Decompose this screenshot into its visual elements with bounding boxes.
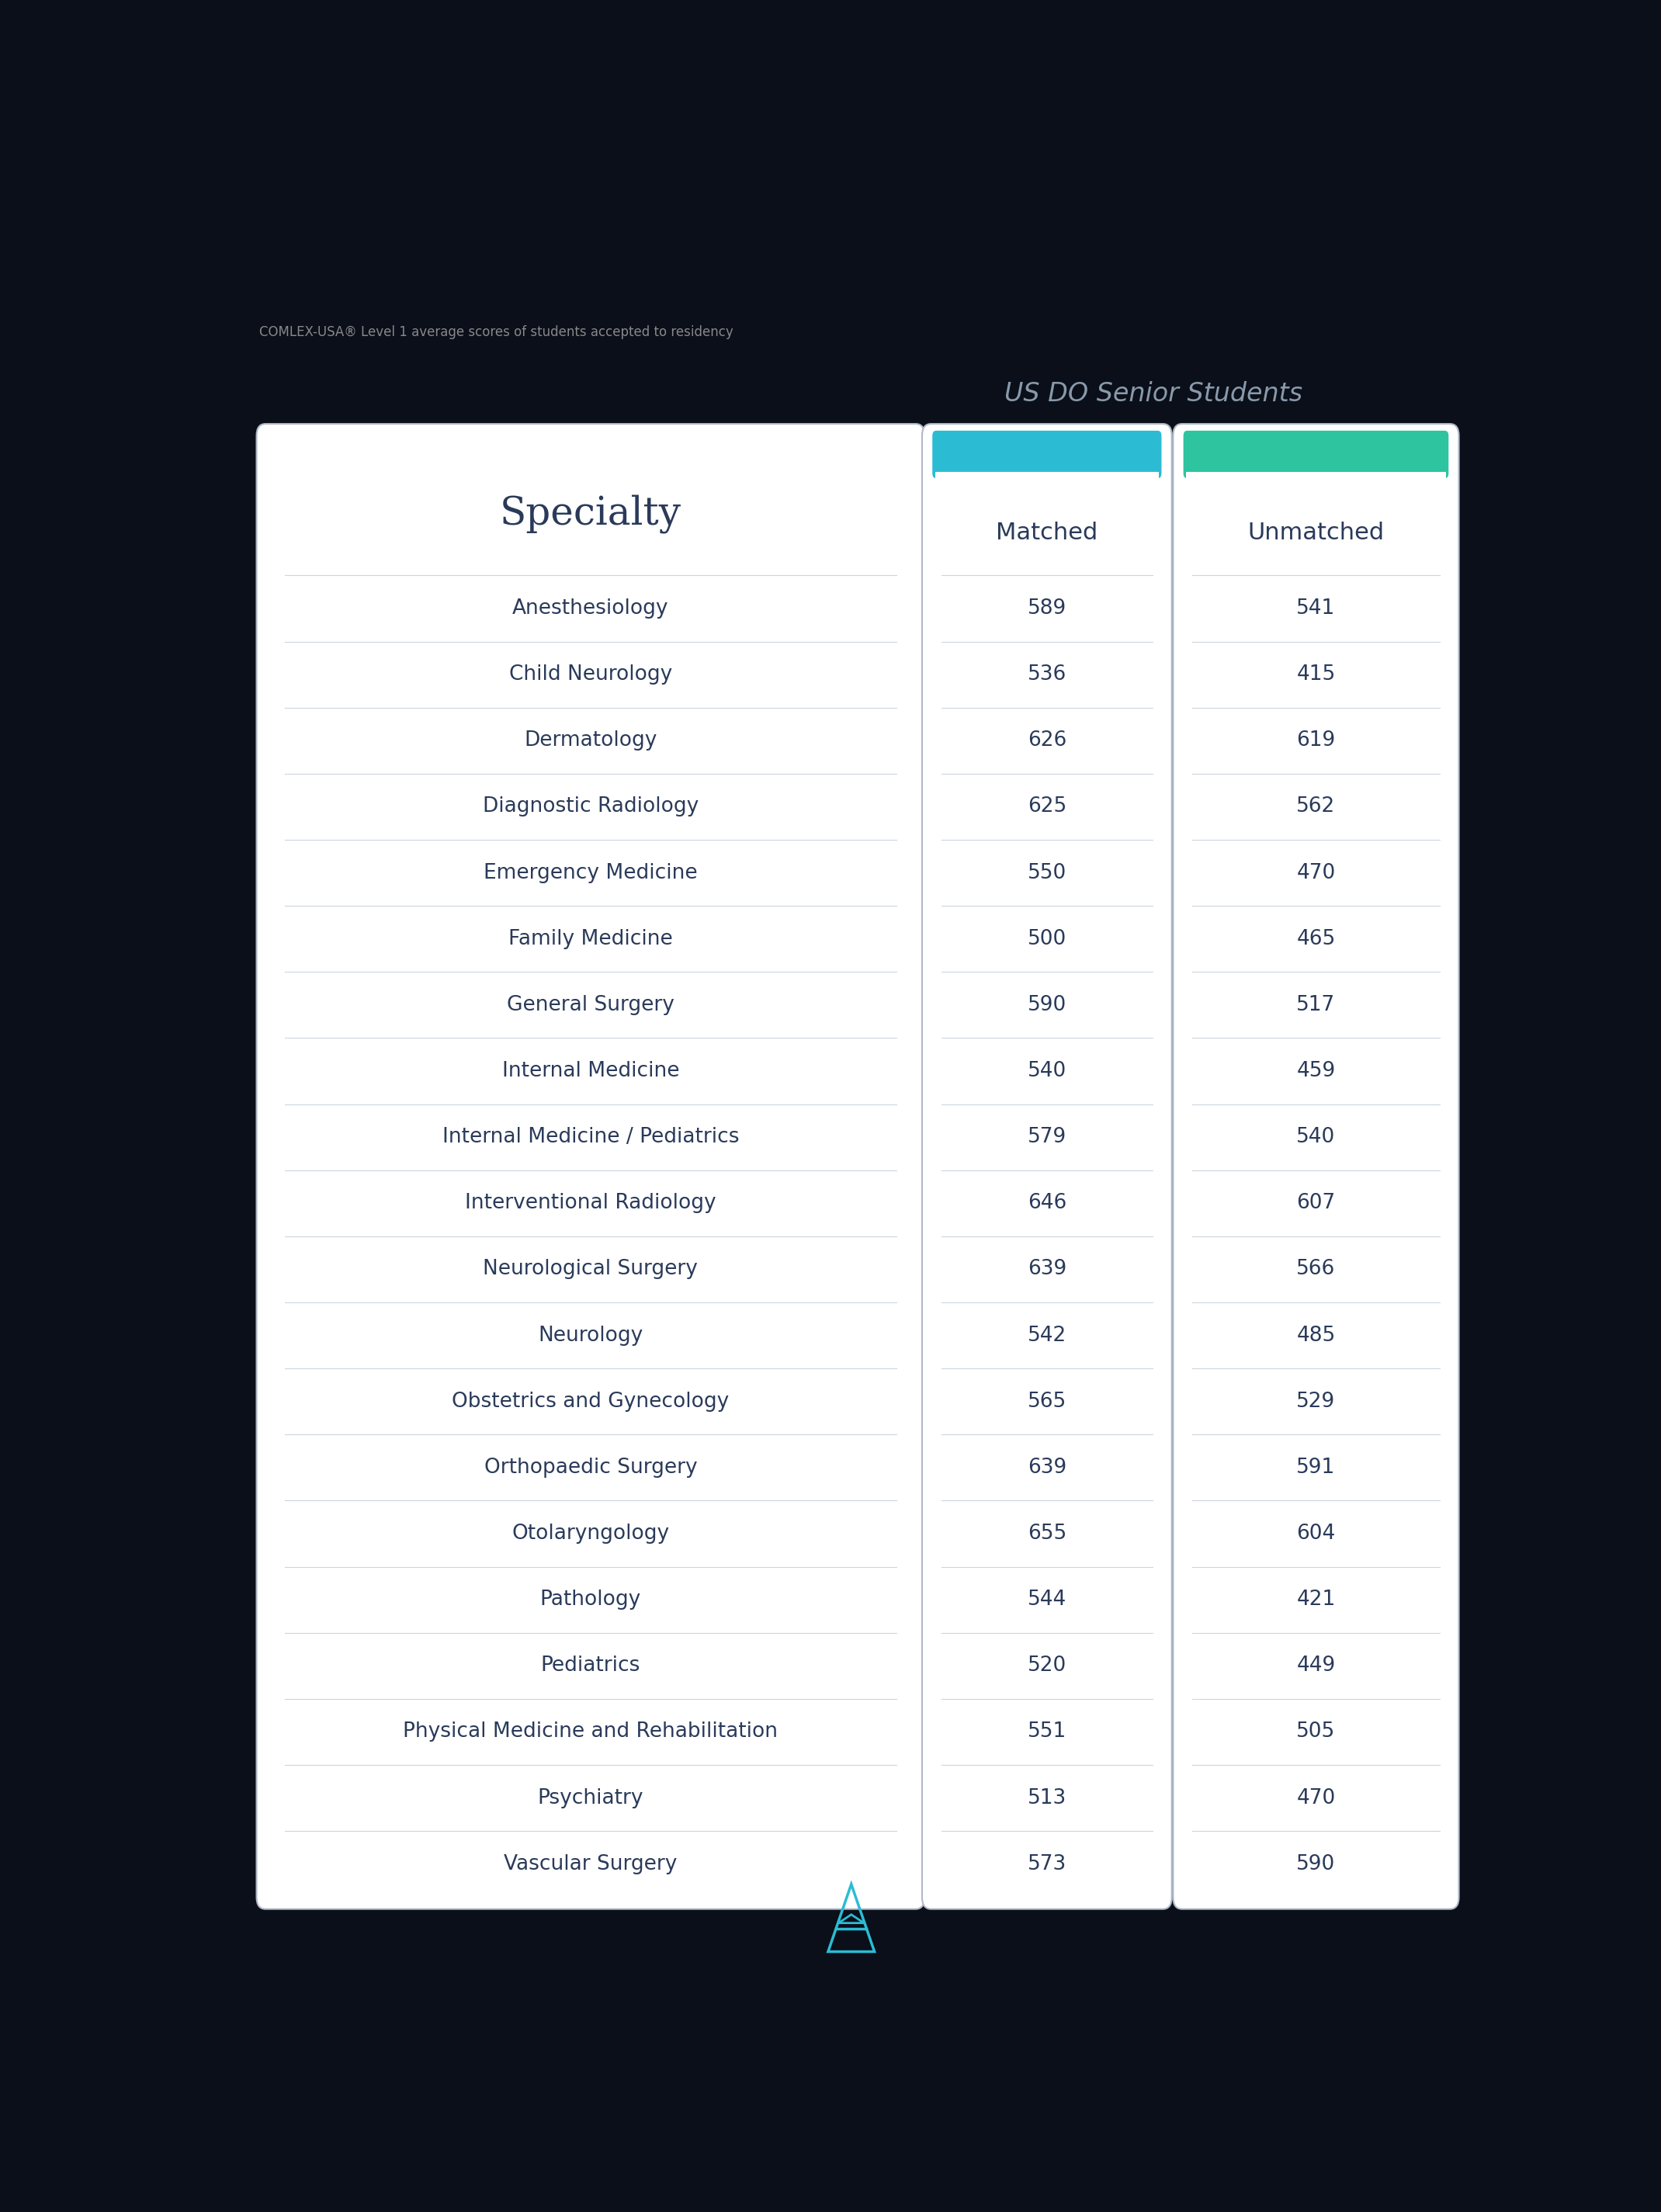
Text: Physical Medicine and Rehabilitation: Physical Medicine and Rehabilitation [404,1721,777,1743]
Text: 579: 579 [1028,1128,1066,1148]
Text: 517: 517 [1297,995,1335,1015]
Text: 542: 542 [1028,1325,1066,1345]
Text: Neurology: Neurology [538,1325,643,1345]
Text: 590: 590 [1028,995,1066,1015]
Text: Pathology: Pathology [540,1590,641,1610]
Text: Otolaryngology: Otolaryngology [512,1524,669,1544]
Text: 529: 529 [1297,1391,1335,1411]
FancyBboxPatch shape [922,425,1171,1909]
Text: Internal Medicine / Pediatrics: Internal Medicine / Pediatrics [442,1128,739,1148]
Text: Neurological Surgery: Neurological Surgery [483,1259,698,1279]
Text: 470: 470 [1297,1787,1335,1807]
Text: 449: 449 [1297,1657,1335,1677]
Text: 573: 573 [1028,1854,1066,1874]
Text: 626: 626 [1028,730,1066,750]
Text: 607: 607 [1297,1192,1335,1214]
FancyBboxPatch shape [932,431,1161,478]
Text: 536: 536 [1028,664,1066,686]
Text: 485: 485 [1297,1325,1335,1345]
Text: 590: 590 [1297,1854,1335,1874]
Text: 565: 565 [1028,1391,1066,1411]
FancyBboxPatch shape [935,471,1159,1891]
FancyBboxPatch shape [256,425,925,1909]
Text: 639: 639 [1028,1259,1066,1279]
Text: Obstetrics and Gynecology: Obstetrics and Gynecology [452,1391,729,1411]
Text: 540: 540 [1297,1128,1335,1148]
Text: 646: 646 [1028,1192,1066,1214]
Text: 566: 566 [1297,1259,1335,1279]
Text: 459: 459 [1297,1062,1335,1082]
Text: Matched: Matched [997,522,1098,544]
Text: Diagnostic Radiology: Diagnostic Radiology [483,796,699,816]
Text: COMLEX-USA® Level 1 average scores of students accepted to residency: COMLEX-USA® Level 1 average scores of st… [259,325,733,338]
Text: 639: 639 [1028,1458,1066,1478]
Text: Internal Medicine: Internal Medicine [502,1062,679,1082]
Text: 551: 551 [1028,1721,1066,1743]
Text: 562: 562 [1297,796,1335,816]
Text: 415: 415 [1297,664,1335,686]
Text: 540: 540 [1028,1062,1066,1082]
FancyBboxPatch shape [1183,431,1448,478]
Text: Orthopaedic Surgery: Orthopaedic Surgery [483,1458,698,1478]
FancyBboxPatch shape [1186,471,1447,1891]
Text: 550: 550 [1028,863,1066,883]
Text: 500: 500 [1028,929,1066,949]
Text: Vascular Surgery: Vascular Surgery [503,1854,678,1874]
Text: Emergency Medicine: Emergency Medicine [483,863,698,883]
Text: Family Medicine: Family Medicine [508,929,673,949]
Text: General Surgery: General Surgery [507,995,674,1015]
Text: Pediatrics: Pediatrics [541,1657,641,1677]
Text: 470: 470 [1297,863,1335,883]
FancyBboxPatch shape [1173,425,1458,1909]
Text: Anesthesiology: Anesthesiology [512,599,669,619]
Text: Interventional Radiology: Interventional Radiology [465,1192,716,1214]
Text: 619: 619 [1297,730,1335,750]
Text: 544: 544 [1028,1590,1066,1610]
Text: 513: 513 [1028,1787,1066,1807]
Text: 520: 520 [1028,1657,1066,1677]
Text: Unmatched: Unmatched [1247,522,1384,544]
Text: 421: 421 [1297,1590,1335,1610]
Text: 591: 591 [1297,1458,1335,1478]
Text: US DO Senior Students: US DO Senior Students [1005,380,1302,407]
Text: Dermatology: Dermatology [525,730,658,750]
Text: 465: 465 [1297,929,1335,949]
Text: 541: 541 [1297,599,1335,619]
Text: 589: 589 [1028,599,1066,619]
Text: 625: 625 [1028,796,1066,816]
Text: 604: 604 [1297,1524,1335,1544]
Text: 655: 655 [1028,1524,1066,1544]
Text: Psychiatry: Psychiatry [538,1787,643,1807]
Text: 505: 505 [1297,1721,1335,1743]
Text: Specialty: Specialty [500,495,681,533]
Text: Child Neurology: Child Neurology [508,664,673,686]
